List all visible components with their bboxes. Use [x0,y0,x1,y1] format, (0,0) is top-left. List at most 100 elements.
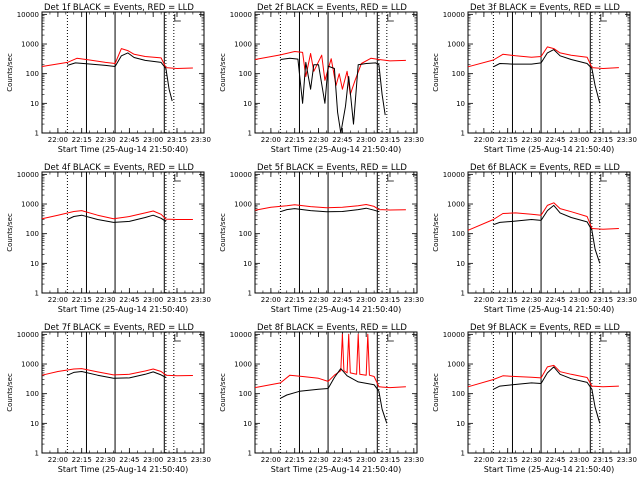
y-tick-label: 1000 [234,361,252,369]
series-line-lld [41,368,193,377]
x-tick-label: 23:15 [593,456,613,464]
x-tick-label: 23:30 [404,456,424,464]
x-tick-label: 23:30 [191,136,211,144]
x-tick-label: 22:30 [95,136,115,144]
x-tick-label: 23:30 [404,296,424,304]
x-tick-label: 23:00 [143,136,163,144]
x-tick-label: 23:00 [356,136,376,144]
series-line-events [493,366,601,424]
x-tick-label: 23:00 [569,136,589,144]
x-axis-label: Start Time (25-Aug-14 21:50:40) [271,145,402,154]
detector-panel-9: Det 9f BLACK = Events, RED = LLD 1 10 100 10… [432,323,637,474]
x-tick-label: 22:30 [521,136,541,144]
x-tick-label: 23:30 [617,296,637,304]
series-line-events [280,368,388,424]
x-tick-label: 22:45 [119,456,139,464]
y-tick-label: 1000 [21,41,39,49]
x-tick-label: 22:45 [545,296,565,304]
bracket-mark [387,334,394,342]
y-tick-label: 10 [30,260,39,268]
x-tick-label: 22:00 [48,456,68,464]
x-tick-label: 23:00 [569,296,589,304]
x-tick-label: 22:00 [474,136,494,144]
x-tick-label: 22:00 [261,136,281,144]
y-tick-label: 1000 [21,361,39,369]
detector-panel-1: Det 1f BLACK = Events, RED = LLD 1 10 100 10… [6,3,211,154]
y-tick-label: 1 [35,130,39,138]
x-tick-label: 23:30 [191,296,211,304]
x-tick-label: 23:00 [569,456,589,464]
y-axis-label: Counts/sec [432,53,440,92]
y-tick-label: 10000 [443,11,465,19]
x-tick-label: 22:45 [119,136,139,144]
y-tick-label: 10000 [230,11,252,19]
x-axis-label: Start Time (25-Aug-14 21:50:40) [484,465,615,474]
series-line-lld [254,333,406,389]
series-line-events [493,204,601,264]
chart-title: Det 1f BLACK = Events, RED = LLD [44,3,194,13]
y-tick-label: 10 [456,420,465,428]
y-tick-label: 100 [26,390,39,398]
chart-title: Det 7f BLACK = Events, RED = LLD [44,323,194,333]
x-tick-label: 22:30 [521,296,541,304]
x-axis-label: Start Time (25-Aug-14 21:50:40) [58,465,189,474]
x-axis-label: Start Time (25-Aug-14 21:50:40) [484,145,615,154]
y-axis-label: Counts/sec [6,373,14,412]
y-axis-label: Counts/sec [6,213,14,252]
chart-title: Det 6f BLACK = Events, RED = LLD [470,163,620,173]
x-tick-label: 22:30 [95,296,115,304]
x-axis-label: Start Time (25-Aug-14 21:50:40) [58,305,189,314]
y-tick-label: 10 [243,260,252,268]
series-line-events [280,57,386,134]
x-tick-label: 22:45 [545,456,565,464]
detector-panel-2: Det 2f BLACK = Events, RED = LLD 1 10 100 10… [219,3,424,154]
y-tick-label: 1 [35,290,39,298]
y-tick-label: 100 [452,390,465,398]
y-tick-label: 100 [26,70,39,78]
y-tick-label: 100 [239,230,252,238]
y-tick-label: 1000 [447,201,465,209]
chart-title: Det 3f BLACK = Events, RED = LLD [470,3,620,13]
x-tick-label: 22:45 [119,296,139,304]
x-axis-label: Start Time (25-Aug-14 21:50:40) [484,305,615,314]
y-tick-label: 1 [248,130,252,138]
plot-frame [467,331,631,454]
x-tick-label: 22:15 [285,136,305,144]
y-axis-label: Counts/sec [432,213,440,252]
plot-frame [467,171,631,294]
bracket-mark [174,14,181,22]
series-line-lld [467,202,619,231]
plot-frame [254,171,418,294]
y-tick-label: 1 [461,450,465,458]
y-tick-label: 1 [248,290,252,298]
x-tick-label: 23:15 [593,296,613,304]
y-tick-label: 10000 [443,171,465,179]
x-tick-label: 22:15 [285,456,305,464]
chart-title: Det 5f BLACK = Events, RED = LLD [257,163,407,173]
plot-frame [254,11,418,134]
y-tick-label: 10 [30,420,39,428]
y-tick-label: 10000 [17,171,39,179]
bracket-mark [600,334,607,342]
y-tick-label: 10000 [230,171,252,179]
y-tick-label: 10 [456,260,465,268]
bracket-mark [387,174,394,182]
x-tick-label: 22:00 [261,456,281,464]
y-tick-label: 1 [35,450,39,458]
x-tick-label: 23:30 [617,456,637,464]
x-tick-label: 22:45 [332,136,352,144]
x-axis-label: Start Time (25-Aug-14 21:50:40) [271,465,402,474]
x-tick-label: 22:00 [48,296,68,304]
x-tick-label: 22:15 [498,296,518,304]
x-tick-label: 22:15 [72,296,92,304]
chart-title: Det 2f BLACK = Events, RED = LLD [257,3,407,13]
series-line-events [67,52,173,102]
series-line-events [280,207,380,213]
y-tick-label: 100 [26,230,39,238]
y-axis-label: Counts/sec [219,213,227,252]
x-tick-label: 22:30 [308,456,328,464]
plot-frame [41,331,205,454]
x-tick-label: 22:45 [545,136,565,144]
y-tick-label: 10000 [230,331,252,339]
